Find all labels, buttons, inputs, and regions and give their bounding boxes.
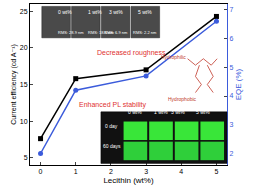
svg-text:15: 15 <box>20 81 28 88</box>
svg-text:3 wt%: 3 wt% <box>171 109 185 115</box>
svg-text:7: 7 <box>229 6 233 13</box>
svg-text:RMS: 18.6 nm: RMS: 18.6 nm <box>88 30 114 35</box>
svg-text:4: 4 <box>229 92 233 99</box>
svg-text:5 wt%: 5 wt% <box>138 9 152 15</box>
svg-text:Current efficiency (cd A⁻¹): Current efficiency (cd A⁻¹) <box>10 44 18 125</box>
svg-text:Enhanced PL stability: Enhanced PL stability <box>79 101 147 109</box>
svg-text:0 wt%: 0 wt% <box>58 9 72 15</box>
svg-text:Hydrophilic: Hydrophilic <box>161 54 186 60</box>
svg-text:3: 3 <box>229 121 233 128</box>
svg-text:0: 0 <box>39 168 43 175</box>
svg-text:1 wt%: 1 wt% <box>88 9 102 15</box>
svg-text:20: 20 <box>20 44 28 51</box>
svg-text:3 wt%: 3 wt% <box>109 9 123 15</box>
svg-text:Decreased roughness: Decreased roughness <box>97 49 166 57</box>
svg-text:5 wt%: 5 wt% <box>196 109 210 115</box>
svg-text:RMS: 6.9 nm: RMS: 6.9 nm <box>104 30 128 35</box>
svg-text:Lecithin (wt%): Lecithin (wt%) <box>103 176 154 185</box>
svg-text:2: 2 <box>109 168 113 175</box>
svg-text:3: 3 <box>144 168 148 175</box>
svg-text:60 days: 60 days <box>103 143 121 149</box>
svg-text:0 wt%: 0 wt% <box>128 109 142 115</box>
svg-text:2: 2 <box>229 150 233 157</box>
svg-text:4: 4 <box>179 168 183 175</box>
svg-text:5: 5 <box>214 168 218 175</box>
svg-text:1: 1 <box>74 168 78 175</box>
svg-text:RMS: 28.9 nm: RMS: 28.9 nm <box>58 30 84 35</box>
svg-text:1 wt%: 1 wt% <box>154 109 168 115</box>
svg-text:RMS: 2.2 nm: RMS: 2.2 nm <box>133 30 157 35</box>
svg-text:5: 5 <box>24 154 28 161</box>
svg-text:6: 6 <box>229 35 233 42</box>
svg-text:5: 5 <box>229 64 233 71</box>
svg-text:25: 25 <box>20 8 28 15</box>
svg-text:0 day: 0 day <box>105 123 118 129</box>
svg-text:10: 10 <box>20 118 28 125</box>
svg-text:Hydrophobic: Hydrophobic <box>168 96 197 102</box>
svg-text:EQE (%): EQE (%) <box>234 68 243 100</box>
